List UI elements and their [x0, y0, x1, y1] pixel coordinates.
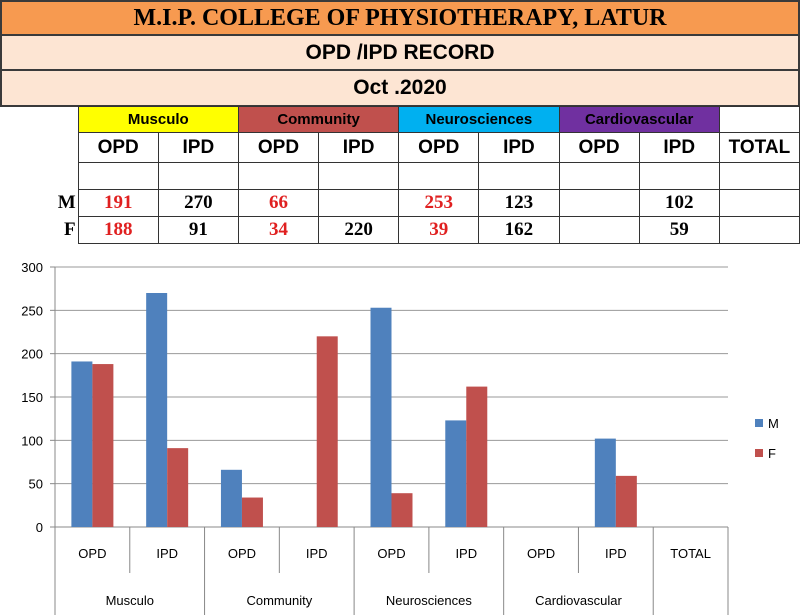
group-label: Musculo: [106, 593, 154, 608]
group-label: Community: [246, 593, 312, 608]
column-header: OPD: [77, 132, 159, 163]
record-table: Musculo Community Neurosciences Cardiova…: [0, 106, 800, 244]
bar-f: [167, 448, 189, 527]
x-tick-label: OPD: [78, 546, 106, 561]
y-tick-label: 100: [21, 433, 43, 448]
table-cell: 191: [77, 189, 159, 217]
table-cell: 253: [398, 189, 480, 217]
group-label: Cardiovascular: [535, 593, 622, 608]
x-tick-label: OPD: [527, 546, 555, 561]
y-tick-label: 200: [21, 347, 43, 362]
x-tick-label: OPD: [377, 546, 405, 561]
bar-m: [220, 469, 242, 527]
column-header: IPD: [318, 132, 400, 163]
y-tick-label: 250: [21, 303, 43, 318]
category-musculo: Musculo: [77, 106, 239, 133]
column-header: IPD: [638, 132, 720, 163]
table-cell: [718, 189, 800, 217]
table-cell: 162: [478, 216, 560, 244]
bar-m: [445, 420, 467, 527]
bar-f: [316, 336, 338, 527]
table-cell: 188: [77, 216, 159, 244]
table-cell: 270: [157, 189, 239, 217]
bar-f: [391, 493, 413, 527]
table-cell: 102: [638, 189, 720, 217]
legend-swatch: [755, 449, 763, 457]
table-cell: 59: [638, 216, 720, 244]
table-cell: 34: [237, 216, 320, 244]
legend-label: M: [768, 416, 779, 431]
category-neurosciences: Neurosciences: [398, 106, 560, 133]
bar-m: [71, 361, 93, 527]
bar-m: [146, 293, 168, 527]
table-cell: [718, 216, 800, 244]
x-tick-label: IPD: [306, 546, 328, 561]
column-header: OPD: [398, 132, 480, 163]
table-cell: 66: [237, 189, 320, 217]
x-tick-label: OPD: [228, 546, 256, 561]
bar-m: [594, 438, 616, 527]
college-title: M.I.P. COLLEGE OF PHYSIOTHERAPY, LATUR: [0, 0, 800, 36]
category-cardiovascular: Cardiovascular: [558, 106, 720, 133]
column-header: OPD: [237, 132, 320, 163]
table-cell: 39: [398, 216, 480, 244]
y-tick-label: 300: [21, 260, 43, 275]
bar-f: [466, 386, 488, 527]
y-tick-label: 50: [29, 477, 43, 492]
table-cell: 123: [478, 189, 560, 217]
legend-swatch: [755, 419, 763, 427]
table-cell: 220: [318, 216, 400, 244]
y-tick-label: 150: [21, 390, 43, 405]
column-header: TOTAL: [718, 132, 800, 163]
column-header: IPD: [478, 132, 560, 163]
column-header: OPD: [558, 132, 640, 163]
group-label: Neurosciences: [386, 593, 472, 608]
table-cell: 91: [157, 216, 239, 244]
bar-m: [370, 307, 392, 527]
x-tick-label: IPD: [455, 546, 477, 561]
bar-f: [241, 497, 263, 527]
bar-chart: 0 50 100 150 200 250 300 OPD IPD OPD IPD OPD IPD OPD I…: [21, 260, 779, 615]
x-tick-label: IPD: [156, 546, 178, 561]
row-label: M: [0, 189, 79, 217]
category-community: Community: [237, 106, 400, 133]
table-cell: [318, 189, 400, 217]
bar-f: [615, 475, 637, 527]
legend-label: F: [768, 446, 776, 461]
y-tick-label: 0: [36, 520, 43, 535]
x-tick-label: IPD: [605, 546, 627, 561]
row-label: F: [0, 216, 79, 244]
month-title: Oct .2020: [0, 69, 800, 107]
table-cell: [558, 216, 640, 244]
bar-f: [92, 364, 114, 527]
record-title: OPD /IPD RECORD: [0, 34, 800, 71]
table-cell: [558, 189, 640, 217]
column-header: IPD: [157, 132, 239, 163]
x-tick-label: TOTAL: [670, 546, 711, 561]
